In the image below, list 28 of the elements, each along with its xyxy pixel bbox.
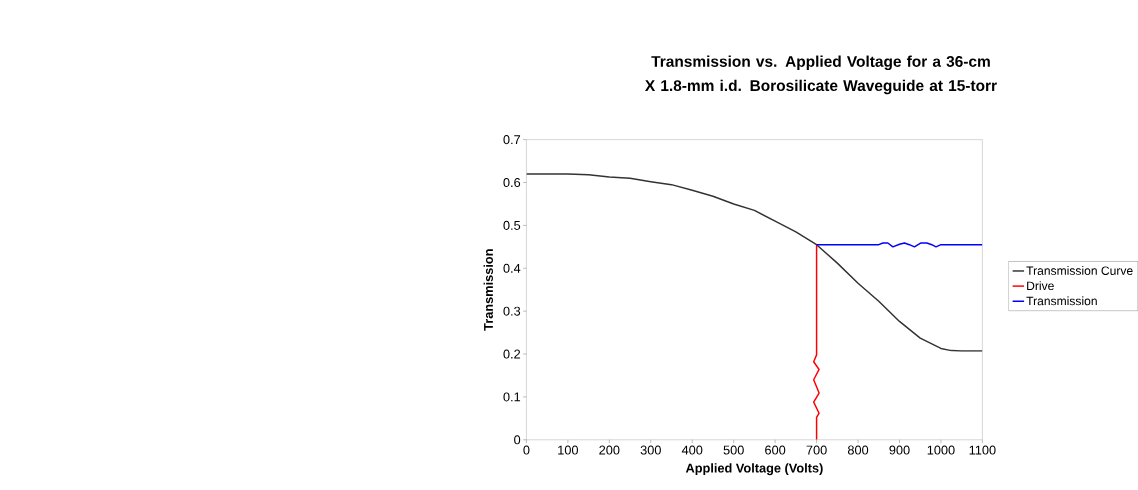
legend-label: Transmission	[1026, 296, 1097, 306]
x-tick-label: 400	[681, 445, 703, 455]
y-tick-label: 0.1	[503, 392, 521, 402]
y-tick-label: 0	[514, 435, 521, 445]
x-tick-label: 1000	[927, 445, 955, 455]
x-tick-label: 300	[640, 445, 661, 455]
y-tick-label: 0.5	[503, 221, 521, 231]
y-axis-title: Transmission	[483, 249, 493, 331]
chart-title: Transmission vs. Applied Voltage for a 36-cm X 1.8-mm i.d. Borosilicate Waveguide at 15-torr	[645, 55, 997, 95]
x-tick-label: 700	[806, 445, 827, 455]
legend-label: Transmission Curve	[1026, 266, 1133, 276]
legend-label: Drive	[1027, 281, 1054, 291]
x-tick-label: 600	[765, 445, 786, 455]
y-tick-label: 0.3	[503, 306, 521, 316]
x-tick-label: 0	[523, 445, 530, 455]
x-tick-label: 800	[847, 445, 869, 455]
y-tick-label: 0.4	[503, 263, 521, 274]
x-tick-label: 500	[723, 445, 744, 455]
y-tick-label: 0.6	[503, 178, 521, 188]
x-tick-label: 100	[558, 445, 579, 455]
x-tick-label: 900	[889, 445, 910, 455]
line-series	[812, 244, 820, 441]
x-tick-label: 1100	[969, 445, 996, 455]
y-tick-label: 0.7	[503, 135, 521, 145]
x-tick-label: 200	[599, 445, 620, 455]
line-series	[526, 173, 983, 352]
x-axis-title: Applied Voltage (Volts)	[685, 463, 823, 476]
y-tick-label: 0.2	[503, 349, 521, 359]
